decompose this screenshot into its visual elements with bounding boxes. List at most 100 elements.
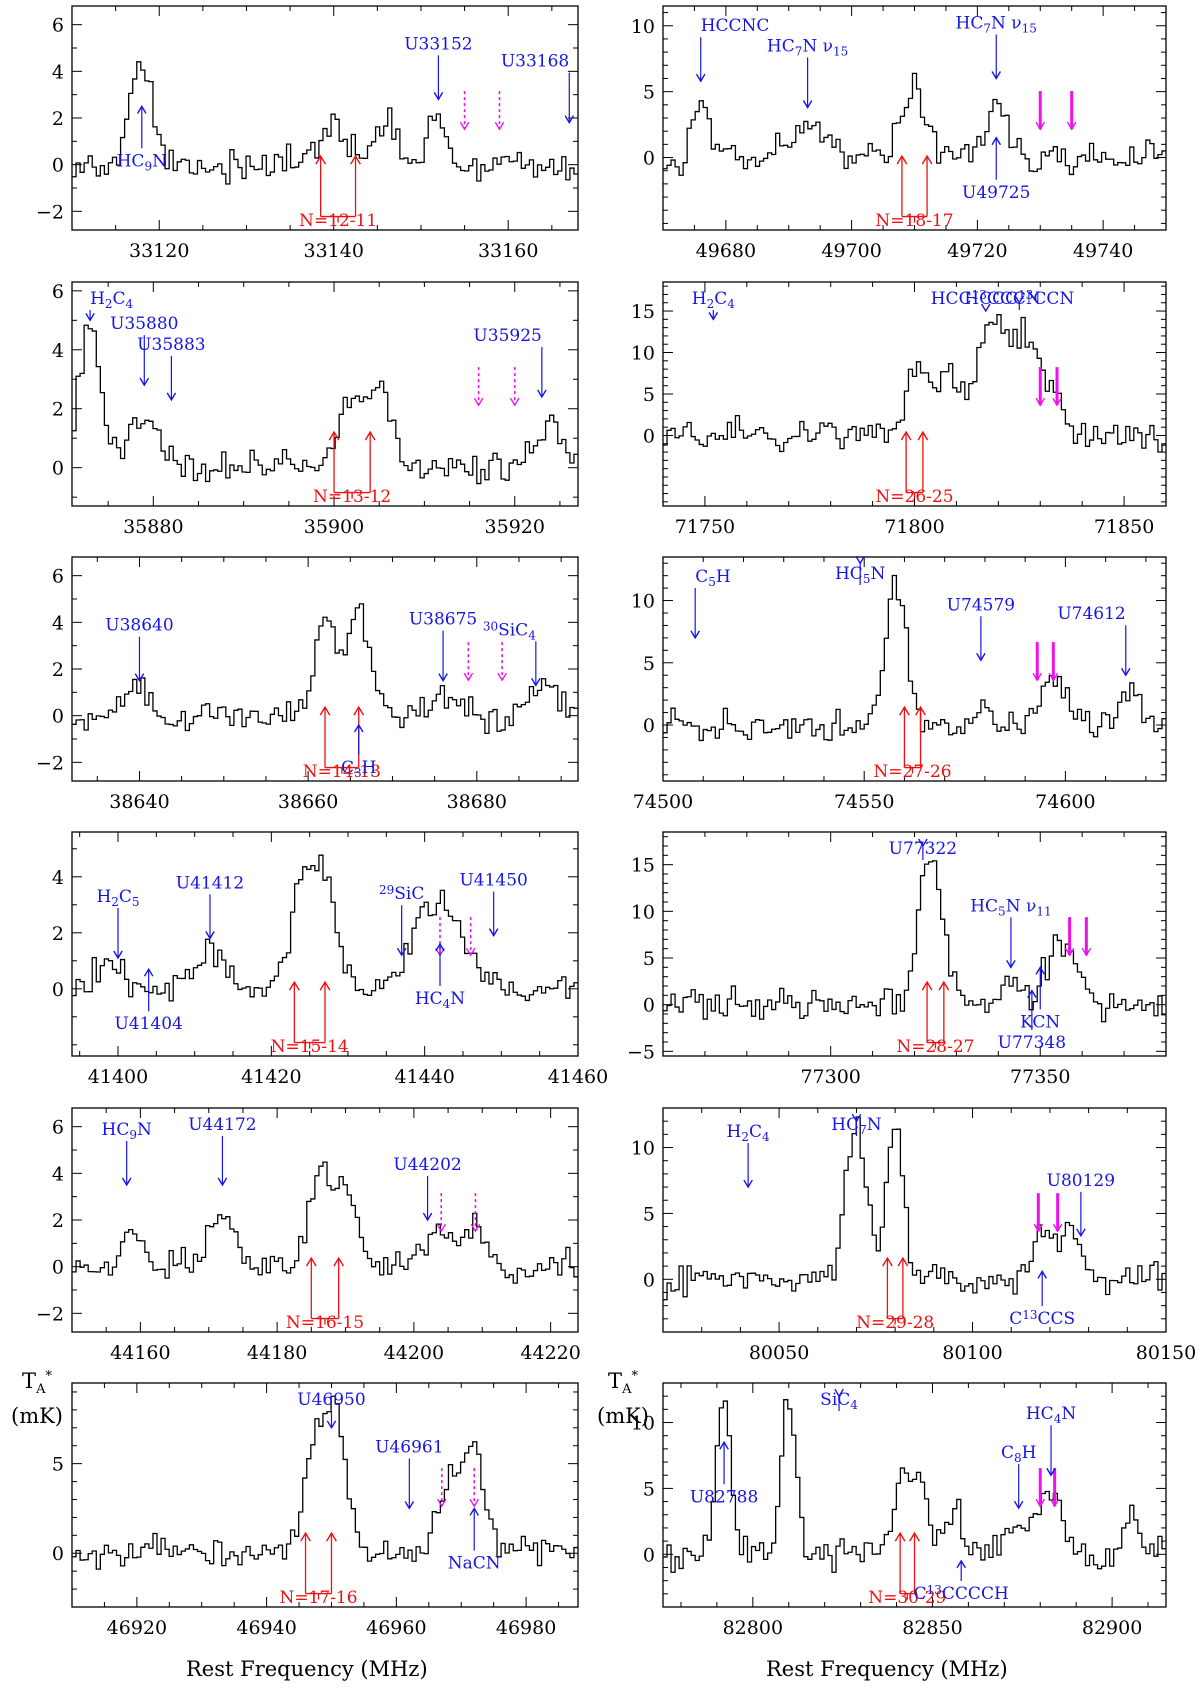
species-label: U33152 (404, 34, 472, 54)
series-marker: N=18-17 (875, 154, 954, 231)
species-label: U44172 (188, 1115, 256, 1135)
y-tick-label: 5 (643, 948, 655, 970)
series-arrow-head (333, 1256, 345, 1267)
series-arrow-head (319, 705, 331, 716)
panel-frame (662, 281, 1167, 507)
spectrum-trace (663, 72, 1166, 176)
species-arrow-head (719, 1440, 729, 1450)
series-label: N=18-17 (875, 211, 953, 231)
species-arrow-head (855, 555, 865, 565)
species-arrow-head (851, 1113, 862, 1123)
panel-frame (71, 281, 579, 507)
species-arrow-head (802, 100, 813, 109)
y-tick-label: 2 (52, 108, 64, 130)
species-label: U35880 (110, 314, 178, 334)
spectrum-trace (663, 1399, 1166, 1573)
species-arrow-head (531, 677, 541, 687)
species-label: 29SiC (379, 883, 424, 904)
series-label: N=27-26 (873, 762, 951, 782)
x-tick-label: 35920 (485, 516, 545, 538)
species-arrow-head (166, 392, 177, 402)
y-tick-label: 4 (52, 612, 64, 634)
series-arrow-head (288, 980, 300, 991)
species-label: HC5N (835, 564, 885, 586)
species-label: U41450 (459, 871, 527, 891)
species-arrow-head (1013, 1500, 1024, 1510)
panel-p8: 77300 77350 −5 0 5 10 15 N=28-27 U77322 HC5N ν11 K… (627, 831, 1167, 1088)
species-label: HC4N (1026, 1404, 1076, 1426)
species-label: U49725 (962, 183, 1030, 203)
species-label: HC9N (102, 1120, 152, 1142)
series-arrow-head (938, 980, 950, 991)
species-arrow-head (1120, 667, 1131, 677)
predicted-arrow-head (1035, 121, 1046, 131)
series-arrow-head (300, 1531, 311, 1542)
series-arrow-head (305, 1256, 317, 1267)
y-axis-title-left: TA* (mK) (11, 1369, 63, 1429)
panel-frame (662, 1382, 1167, 1608)
species-arrow-head (708, 311, 719, 321)
species-arrow-head (1037, 1270, 1047, 1279)
spectrum-trace (72, 603, 578, 734)
series-arrow-head (326, 1531, 337, 1542)
predicted-arrow-head (494, 121, 505, 131)
species-arrow-head (422, 1212, 433, 1222)
spectrum-trace (72, 1161, 578, 1284)
x-tick-label: 33160 (478, 240, 538, 262)
x-tick-label: 49740 (1073, 240, 1133, 262)
panel-p7: 41400 41420 41440 41460 0 2 4 N=15-14 U41412 29Si… (52, 831, 608, 1088)
y-tick-label: −2 (36, 752, 64, 774)
spectrum-trace (663, 860, 1166, 1023)
x-tick-label: 41420 (241, 1066, 301, 1088)
panel-frame (662, 1107, 1167, 1333)
species-arrow-head (690, 630, 700, 640)
series-label: N=15-14 (271, 1037, 349, 1057)
series-label: N=14-13 (303, 762, 381, 782)
species-label: U44202 (393, 1155, 461, 1175)
species-arrow-head (1076, 1228, 1086, 1238)
y-tick-label: 5 (52, 1454, 64, 1476)
species-label: HCCC13CCN (964, 288, 1074, 309)
y-tick-label: 0 (52, 979, 64, 1001)
species-arrow-head (205, 931, 215, 940)
x-tick-label: 41440 (394, 1066, 454, 1088)
series-arrow-head (350, 154, 361, 165)
series-label: N=26-25 (875, 487, 953, 507)
species-arrow-head (113, 950, 123, 960)
species-label: U46961 (375, 1437, 443, 1457)
x-tick-label: 49720 (947, 240, 1007, 262)
species-label: HC9N (117, 151, 167, 173)
x-axis-title-right: Rest Frequency (MHz) (766, 1657, 1008, 1681)
species-label: U38675 (409, 610, 477, 630)
spectrum-trace (663, 574, 1166, 742)
species-arrow-head (488, 928, 499, 937)
species-label: C3H (341, 758, 376, 780)
y-tick-label: −5 (627, 1041, 655, 1063)
species-arrow-head (1027, 989, 1037, 999)
x-tick-label: 46980 (496, 1617, 556, 1639)
species-label: HC7N ν15 (767, 36, 848, 58)
y-tick-label: 10 (631, 591, 655, 613)
species-label: U35925 (473, 326, 541, 346)
series-marker: N=12-11 (299, 154, 377, 231)
species-annotations: U33152 U33168 HC9N (117, 34, 575, 173)
species-arrow-head (834, 1388, 844, 1398)
panel-p4: 71750 71800 71850 0 5 10 15 N=26-25 H2C4 HCC13CCC… (631, 281, 1167, 538)
y-tick-label: 4 (52, 61, 64, 83)
predicted-arrow-head (1052, 397, 1062, 407)
predicted-markers (1035, 367, 1062, 407)
series-marker: N=30-29 (868, 1531, 946, 1608)
x-tick-label: 74500 (633, 791, 693, 813)
y-tick-label: 2 (52, 399, 64, 421)
species-annotations: HC5N C5H U74579 U74612 (690, 555, 1131, 677)
panel-p10: 80050 80100 80150 0 5 10 N=29-28 H2C4 HC7N U80129… (631, 1107, 1196, 1364)
predicted-markers (1033, 1193, 1063, 1233)
y-tick-label: 6 (52, 566, 64, 588)
series-arrow-head (921, 980, 933, 991)
species-arrow-head (918, 838, 928, 848)
species-arrow-head (980, 303, 991, 313)
panel-frame (71, 831, 579, 1057)
y-tick-label: 0 (52, 706, 64, 728)
y-tick-label: 5 (643, 1478, 655, 1500)
species-annotations: SiC4 HC4N C8H U82788 C13CCCCH (690, 1388, 1076, 1604)
